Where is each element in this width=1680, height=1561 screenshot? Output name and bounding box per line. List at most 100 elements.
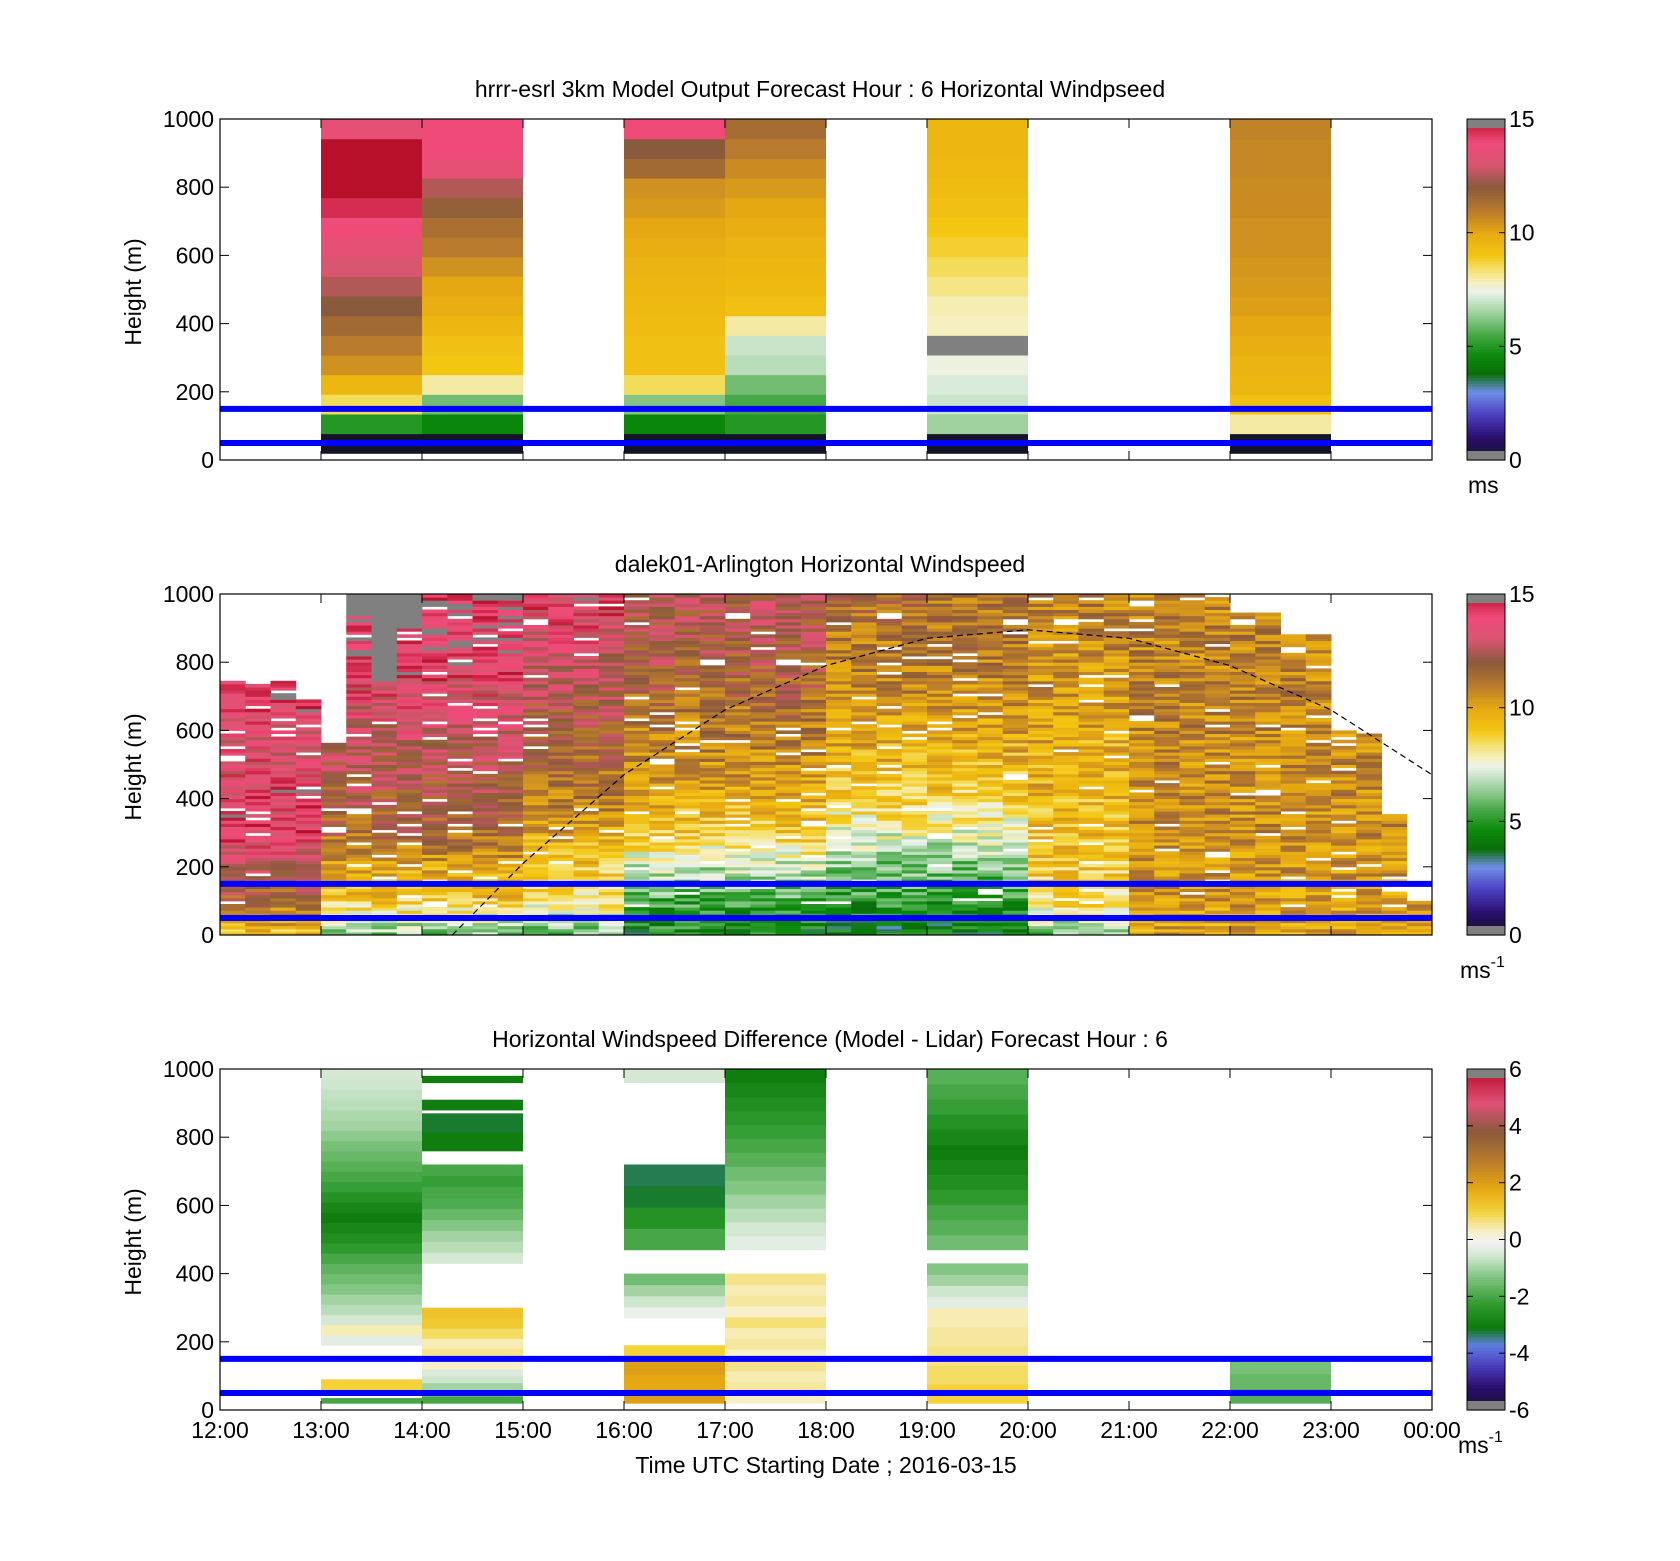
heatmap-cell [1280,922,1307,927]
heatmap-cell [725,335,826,356]
heatmap-cell [901,724,928,728]
heatmap-cell [497,897,524,902]
heatmap-cell [1204,680,1231,685]
heatmap-cell [1305,659,1332,663]
heatmap-cell [649,625,675,629]
heatmap-cell [851,677,877,682]
heatmap-cell [1305,798,1332,803]
heatmap-cell [851,618,877,623]
heatmap-cell [1028,612,1054,617]
heatmap-cell [1154,640,1180,645]
heatmap-cell [876,761,903,765]
heatmap-cell [1129,665,1155,669]
heatmap-cell [1255,770,1281,775]
heatmap-cell [699,910,726,914]
heatmap-cell [321,119,422,140]
heatmap-cell [876,730,903,734]
heatmap-cell [573,907,600,911]
heatmap-cell [851,801,877,806]
heatmap-cell [295,807,322,812]
heatmap-cell [548,687,574,691]
heatmap-cell [1331,907,1357,911]
heatmap-cell [1305,783,1332,787]
heatmap-cell [422,739,448,744]
heatmap-cell [1255,659,1281,663]
heatmap-cell [699,721,726,725]
heatmap-cell [295,742,322,747]
heatmap-cell [1356,891,1382,896]
colorbar-swatch [1467,821,1505,825]
heatmap-cell [1053,795,1079,800]
heatmap-cell [472,637,499,641]
heatmap-cell [1103,739,1130,744]
heatmap-cell [699,857,726,862]
heatmap-cell [826,842,852,846]
heatmap-cell [422,609,448,614]
heatmap-cell [270,869,297,874]
heatmap-cell [1028,702,1054,707]
heatmap-cell [624,820,650,824]
heatmap-cell [1280,786,1307,790]
heatmap-cell [901,674,928,679]
heatmap-cell [1204,922,1231,927]
heatmap-cell [422,699,448,703]
heatmap-cell [1204,786,1231,790]
heatmap-cell [725,814,751,818]
colorbar-swatch [1467,195,1505,200]
heatmap-cell [1002,780,1029,784]
heatmap-cell [775,597,802,601]
heatmap-cell [346,671,372,676]
heatmap-cell [396,621,423,626]
heatmap-cell [497,792,524,796]
heatmap-cell [497,866,524,871]
heatmap-cell [346,618,372,623]
heatmap-cell [321,770,347,775]
heatmap-cell [422,770,448,775]
heatmap-cell [1129,594,1155,598]
heatmap-cell [1028,733,1054,738]
heatmap-cell [1406,931,1433,936]
heatmap-cell [371,900,398,905]
heatmap-cell [624,683,650,688]
heatmap-cell [1078,811,1105,815]
colorbar-swatch [1467,170,1505,174]
heatmap-cell [1356,876,1382,880]
heatmap-cell [1305,910,1332,914]
heatmap-cell [1129,780,1155,784]
heatmap-cell [851,662,877,666]
heatmap-cell [1103,736,1130,741]
heatmap-cell [472,845,499,849]
heatmap-cell [624,677,650,682]
colorbar-tick-label: 10 [1509,220,1535,246]
heatmap-cell [649,739,675,744]
heatmap-cell [422,907,448,911]
heatmap-cell [270,680,297,685]
heatmap-cell [952,597,978,601]
heatmap-cell [548,618,574,623]
heatmap-cell [598,801,625,806]
heatmap-cell [573,687,600,691]
heatmap-cell [371,730,398,734]
heatmap-cell [1002,885,1029,889]
heatmap-cell [598,671,625,676]
heatmap-cell [851,854,877,858]
heatmap-cell [674,910,701,914]
heatmap-cell [1305,885,1332,889]
heatmap-cell [699,603,726,607]
heatmap-cell [649,851,675,855]
heatmap-cell [497,829,524,834]
heatmap-cell [725,804,751,809]
heatmap-cell [624,705,650,710]
heatmap-cell [750,854,776,858]
heatmap-cell [1129,705,1155,710]
heatmap-cell [826,758,852,762]
heatmap-cell [1028,770,1054,775]
heatmap-cell [1305,724,1332,728]
colorbar-swatch [1467,687,1505,692]
heatmap-cell [901,873,928,877]
heatmap-cell [1129,640,1155,645]
heatmap-cell [649,656,675,660]
heatmap-cell [346,789,372,793]
heatmap-cell [1129,696,1155,700]
heatmap-cell [1179,665,1206,669]
